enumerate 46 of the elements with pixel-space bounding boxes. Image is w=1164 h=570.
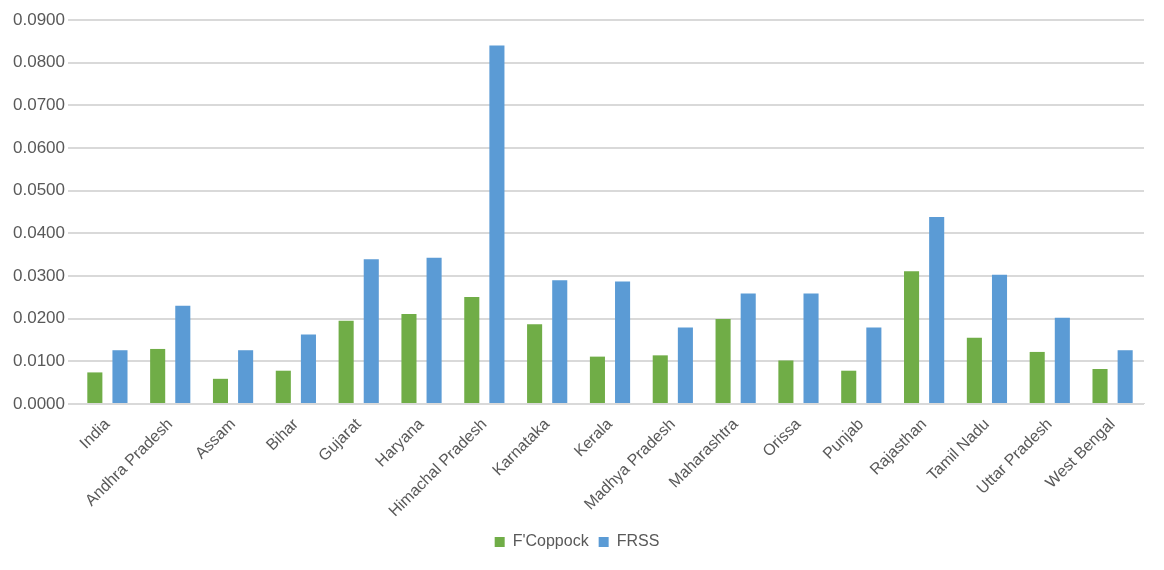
bar [589, 356, 605, 403]
y-tick-label: 0.0700 [13, 95, 65, 115]
bar [929, 217, 945, 403]
y-tick-label: 0.0000 [13, 393, 65, 413]
bar [615, 281, 631, 403]
bar [426, 257, 442, 403]
bar [112, 350, 128, 403]
bar [527, 324, 543, 403]
bar [238, 350, 254, 403]
bar [740, 293, 756, 403]
bar [652, 355, 668, 403]
y-tick-label: 0.0100 [13, 351, 65, 371]
legend-label: F'Coppock [512, 532, 590, 550]
y-tick-label: 0.0200 [13, 308, 65, 328]
bar [1054, 317, 1070, 403]
bar [991, 274, 1008, 403]
bar [1029, 351, 1045, 403]
bar [552, 280, 568, 403]
y-tick-label: 0.0400 [13, 223, 65, 243]
y-tick-label: 0.0600 [13, 137, 65, 157]
bar [464, 296, 480, 403]
bar [150, 348, 166, 403]
legend-label: FRSS [616, 532, 660, 550]
bar [1092, 369, 1108, 403]
bar [363, 259, 379, 403]
bar [803, 293, 819, 403]
y-tick-label: 0.0300 [13, 265, 65, 285]
bar [841, 370, 857, 403]
bar [677, 327, 693, 403]
bar [87, 372, 103, 403]
bar [715, 319, 731, 403]
bar [212, 378, 229, 403]
bar [489, 45, 505, 403]
bar [401, 313, 417, 403]
bar [1117, 350, 1133, 403]
bar [904, 271, 920, 403]
y-tick-label: 0.0800 [13, 52, 65, 72]
bar [778, 360, 794, 403]
bar [275, 370, 291, 403]
bar [338, 320, 354, 403]
y-tick-label: 0.0900 [13, 9, 65, 29]
bar [175, 305, 191, 403]
y-tick-label: 0.0500 [13, 180, 65, 200]
bar [966, 337, 982, 403]
bar [866, 327, 882, 403]
bar [300, 334, 316, 403]
